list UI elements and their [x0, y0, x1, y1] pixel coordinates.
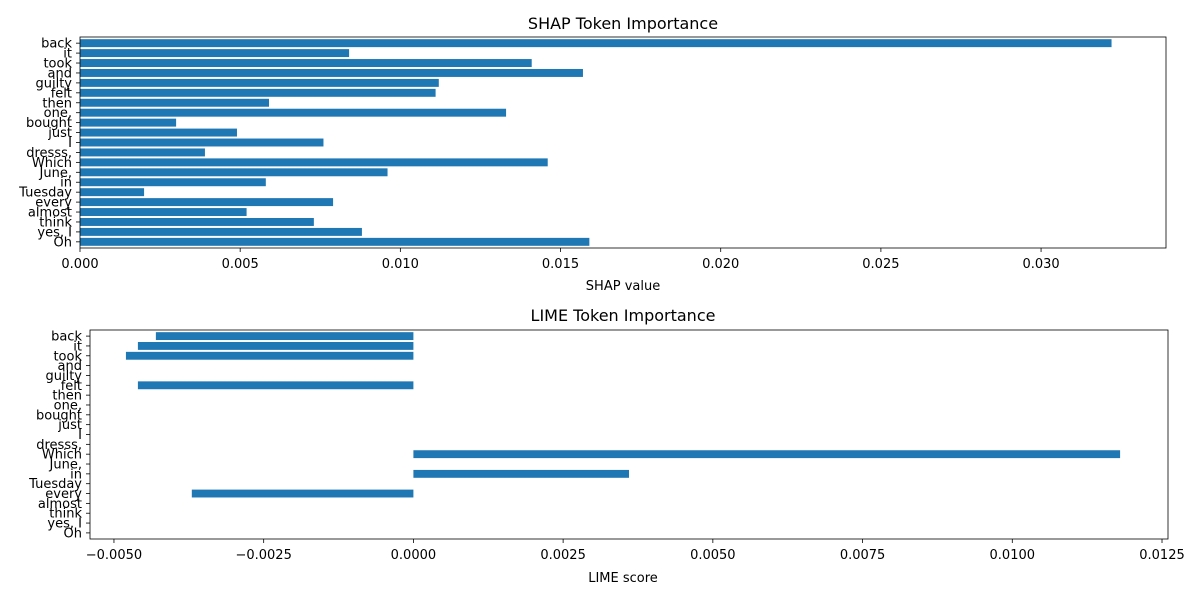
y-tick-label: I [68, 136, 72, 151]
bar [80, 39, 1112, 48]
y-tick-label: and [58, 359, 82, 374]
bar [80, 78, 439, 87]
y-tick-label: back [51, 330, 82, 345]
x-tick-label: 0.0000 [391, 548, 437, 563]
y-tick-label: took [53, 349, 82, 364]
bar [80, 158, 548, 167]
x-tick-label: −0.0025 [235, 548, 291, 563]
bar [80, 208, 247, 217]
y-tick-label: almost [38, 497, 82, 512]
bar [155, 332, 414, 341]
bar [80, 118, 177, 127]
bar [80, 168, 388, 177]
y-tick-label: Tuesday [28, 477, 82, 492]
bar [80, 198, 334, 207]
y-tick-label: and [48, 66, 72, 81]
y-tick-label: yes, I [47, 517, 82, 532]
bar [80, 88, 436, 97]
y-tick-label: it [63, 47, 72, 62]
y-tick-label: guilty [35, 76, 72, 91]
y-tick-label: Which [42, 448, 82, 463]
y-tick-label: dresss, [26, 146, 72, 161]
y-tick-label: Which [32, 156, 72, 171]
y-tick-label: one, [44, 106, 72, 121]
y-tick-label: June, [49, 458, 82, 473]
y-tick-label: I [78, 428, 82, 443]
y-tick-label: think [49, 507, 82, 522]
y-tick-label: yes, I [37, 225, 72, 240]
bar [413, 469, 629, 478]
shap-chart: SHAP Token Importance SHAP value backitt… [18, 14, 1167, 294]
x-tick-label: 0.025 [862, 257, 899, 272]
bar [80, 227, 362, 236]
x-tick-label: 0.005 [222, 257, 259, 272]
bar [80, 98, 270, 107]
bar [80, 59, 532, 68]
x-axis-label: LIME score [588, 571, 658, 586]
y-tick-label: bought [26, 116, 72, 131]
bar [80, 68, 583, 77]
y-tick-label: dresss, [36, 438, 82, 453]
bar [191, 489, 414, 498]
y-tick-label: felt [51, 86, 72, 101]
y-tick-label: every [45, 487, 82, 502]
y-tick-label: bought [36, 408, 82, 423]
y-tick-label: Oh [64, 526, 82, 541]
x-tick-label: 0.020 [702, 257, 739, 272]
y-tick-label: every [35, 196, 72, 211]
bar [80, 188, 145, 197]
y-tick-label: Tuesday [18, 186, 72, 201]
x-tick-label: 0.030 [1022, 257, 1059, 272]
y-tick-label: then [52, 389, 82, 404]
y-tick-label: in [70, 467, 82, 482]
x-tick-label: 0.0100 [990, 548, 1036, 563]
chart-title: LIME Token Importance [531, 306, 716, 325]
y-tick-label: just [57, 418, 82, 433]
y-tick-label: took [43, 57, 72, 72]
bar [125, 351, 414, 360]
x-tick-label: −0.0050 [86, 548, 142, 563]
y-tick-label: guilty [45, 369, 82, 384]
x-tick-label: 0.0050 [690, 548, 736, 563]
y-tick-label: felt [61, 379, 82, 394]
x-axis-label: SHAP value [586, 279, 660, 294]
x-tick-label: 0.010 [382, 257, 419, 272]
bar [137, 342, 414, 350]
y-tick-label: then [42, 96, 72, 111]
y-tick-label: think [39, 215, 72, 230]
y-tick-label: just [47, 126, 72, 141]
lime-chart: LIME Token Importance LIME score backitt… [28, 306, 1185, 586]
y-tick-label: back [41, 37, 72, 52]
bar [80, 128, 237, 137]
bar [137, 381, 414, 390]
bar [80, 178, 266, 187]
y-tick-label: Oh [54, 235, 72, 250]
bar [80, 217, 314, 226]
x-tick-label: 0.0025 [540, 548, 586, 563]
y-tick-label: one, [54, 398, 82, 413]
bar [80, 148, 205, 157]
bar [80, 49, 350, 58]
y-tick-label: June, [39, 166, 72, 181]
bar [80, 237, 590, 246]
bar [413, 450, 1121, 459]
bar [80, 108, 507, 117]
x-tick-label: 0.0125 [1139, 548, 1185, 563]
y-tick-label: almost [28, 206, 72, 221]
y-tick-label: it [73, 339, 82, 354]
bar [80, 138, 324, 147]
plot-frame [79, 36, 1167, 249]
x-tick-label: 0.000 [61, 257, 98, 272]
x-tick-label: 0.015 [542, 257, 579, 272]
y-tick-label: in [60, 176, 72, 191]
x-tick-label: 0.0075 [840, 548, 886, 563]
plot-frame [89, 329, 1169, 540]
chart-title: SHAP Token Importance [528, 14, 718, 33]
